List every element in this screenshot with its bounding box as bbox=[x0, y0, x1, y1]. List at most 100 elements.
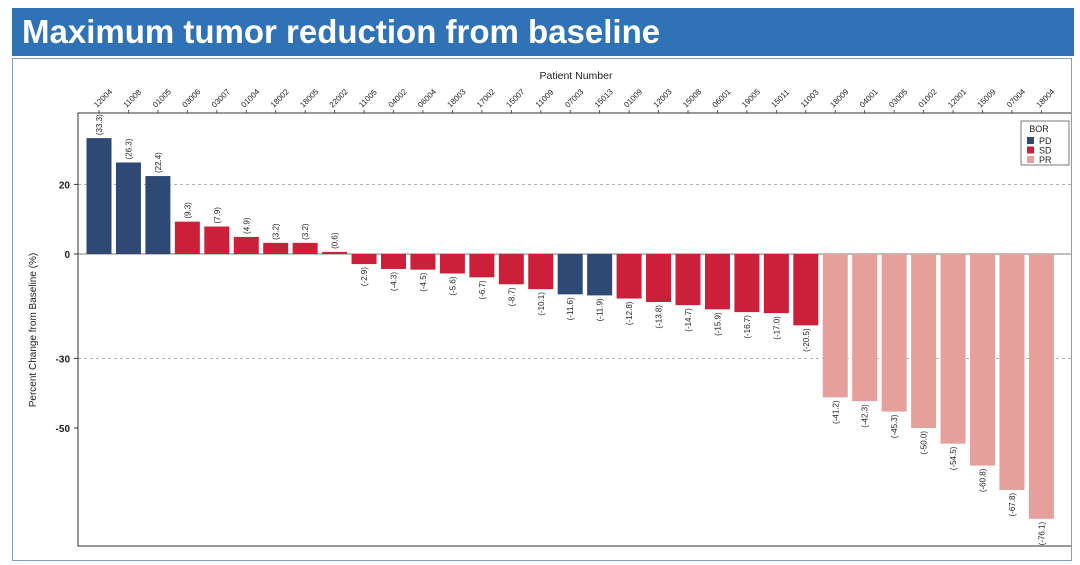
bar-11003 bbox=[793, 254, 819, 326]
y-tick-label: -30 bbox=[56, 354, 71, 365]
patient-label: 07004 bbox=[1005, 87, 1027, 109]
value-label: (-14.7) bbox=[684, 308, 693, 332]
bar-01004 bbox=[233, 236, 259, 254]
waterfall-chart: Patient Number Percent Change from Basel… bbox=[28, 70, 1071, 547]
bar-18004 bbox=[1028, 254, 1054, 519]
patient-label: 04001 bbox=[858, 87, 880, 109]
value-label: (4.9) bbox=[242, 217, 251, 234]
bar-03006 bbox=[174, 221, 200, 254]
x-axis-title: Patient Number bbox=[540, 70, 613, 82]
patient-label: 03006 bbox=[180, 87, 202, 109]
bar-15007 bbox=[498, 254, 524, 285]
bar-04001 bbox=[852, 254, 878, 402]
plot-border bbox=[77, 112, 1071, 547]
bar-18005 bbox=[292, 242, 318, 254]
bar-06001 bbox=[704, 254, 730, 310]
value-label: (-13.8) bbox=[655, 305, 664, 329]
value-label: (-20.5) bbox=[802, 328, 811, 352]
value-label: (-42.3) bbox=[861, 404, 870, 428]
value-label: (-2.9) bbox=[360, 267, 369, 286]
y-ticks: 20 0 -30 -50 bbox=[56, 180, 78, 435]
value-label: (-11.9) bbox=[596, 298, 605, 321]
y-tick-label: 20 bbox=[59, 180, 71, 191]
y-tick-label: 0 bbox=[64, 250, 70, 261]
patient-label: 18004 bbox=[1034, 87, 1056, 109]
patient-label: 18009 bbox=[828, 87, 850, 109]
legend-label: PR bbox=[1039, 155, 1052, 165]
y-axis-title: Percent Change from Baseline (%) bbox=[28, 253, 39, 408]
bar-15011 bbox=[763, 254, 789, 314]
value-label: (3.2) bbox=[301, 223, 310, 240]
value-labels: (33.3) (26.3) (22.4) (9.3) (7.9) (4.9) (3.2) (3… bbox=[95, 114, 1046, 546]
patient-label: 17002 bbox=[475, 87, 497, 109]
value-label: (-67.8) bbox=[1008, 493, 1017, 517]
patient-label: 01005 bbox=[151, 87, 173, 109]
y-tick-label: -50 bbox=[56, 424, 71, 435]
patient-label: 01009 bbox=[622, 87, 644, 109]
legend-swatch-sd bbox=[1027, 146, 1034, 154]
value-label: (-15.9) bbox=[713, 312, 722, 336]
patient-label: 03005 bbox=[887, 87, 909, 109]
bar-01005 bbox=[145, 176, 171, 254]
patient-label: 18003 bbox=[445, 87, 467, 109]
patient-label: 11009 bbox=[534, 87, 556, 109]
bar-11009 bbox=[528, 254, 554, 290]
bar-11005 bbox=[351, 254, 377, 265]
bar-12004 bbox=[86, 138, 112, 254]
value-label: (33.3) bbox=[95, 114, 104, 135]
patient-label: 07003 bbox=[563, 87, 585, 109]
bar-11008 bbox=[115, 162, 141, 254]
patient-label: 15007 bbox=[504, 87, 526, 109]
legend-label: PD bbox=[1039, 136, 1052, 146]
patient-label: 15008 bbox=[681, 87, 703, 109]
patient-label: 06001 bbox=[711, 87, 733, 109]
value-label: (26.3) bbox=[124, 138, 133, 159]
patient-label: 11008 bbox=[122, 87, 144, 109]
bar-04002 bbox=[381, 254, 406, 269]
patient-label: 03007 bbox=[210, 87, 232, 109]
value-label: (-41.2) bbox=[831, 400, 840, 424]
value-label: (-60.8) bbox=[979, 468, 988, 492]
value-label: (-11.6) bbox=[566, 297, 575, 320]
value-label: (-54.5) bbox=[949, 446, 958, 470]
bar-18009 bbox=[822, 254, 848, 398]
patient-label: 22002 bbox=[328, 87, 350, 109]
patient-label: 12003 bbox=[652, 87, 674, 109]
patient-label: 01004 bbox=[239, 87, 261, 109]
patient-label: 18005 bbox=[298, 87, 320, 109]
patient-label: 18002 bbox=[269, 87, 291, 109]
bar-19005 bbox=[734, 254, 760, 313]
value-label: (-12.8) bbox=[625, 301, 634, 325]
value-label: (-8.7) bbox=[507, 287, 516, 306]
value-label: (22.4) bbox=[154, 152, 163, 173]
value-label: (-17.0) bbox=[772, 316, 781, 340]
bar-18003 bbox=[439, 254, 465, 274]
bar-22002 bbox=[322, 251, 348, 254]
patient-label: 15009 bbox=[976, 87, 998, 109]
patient-label: 04002 bbox=[387, 87, 409, 109]
value-label: (-4.3) bbox=[390, 272, 399, 291]
patient-label: 01002 bbox=[917, 87, 939, 109]
value-label: (-16.7) bbox=[743, 315, 752, 339]
patient-label: 11003 bbox=[799, 87, 821, 109]
bar-03005 bbox=[881, 254, 907, 412]
bar-01009 bbox=[616, 254, 642, 299]
patient-label: 11005 bbox=[357, 87, 379, 109]
value-label: (-5.6) bbox=[448, 276, 457, 295]
legend-swatch-pr bbox=[1027, 156, 1034, 163]
bar-03007 bbox=[204, 226, 230, 254]
patient-labels: 12004 11008 01005 03006 03007 01004 18002 18005… bbox=[92, 87, 1057, 113]
bar-15013 bbox=[587, 254, 613, 296]
patient-label: 19005 bbox=[740, 87, 762, 109]
slide-title: Maximum tumor reduction from baseline bbox=[22, 13, 661, 50]
value-label: (3.2) bbox=[272, 223, 281, 240]
bar-07003 bbox=[557, 254, 583, 295]
value-label: (0.6) bbox=[331, 232, 340, 249]
value-label: (-50.0) bbox=[920, 431, 929, 455]
legend-title: BOR bbox=[1029, 124, 1049, 134]
value-label: (-10.1) bbox=[537, 292, 546, 316]
patient-label: 15013 bbox=[593, 87, 615, 109]
patient-label: 12004 bbox=[92, 87, 114, 109]
